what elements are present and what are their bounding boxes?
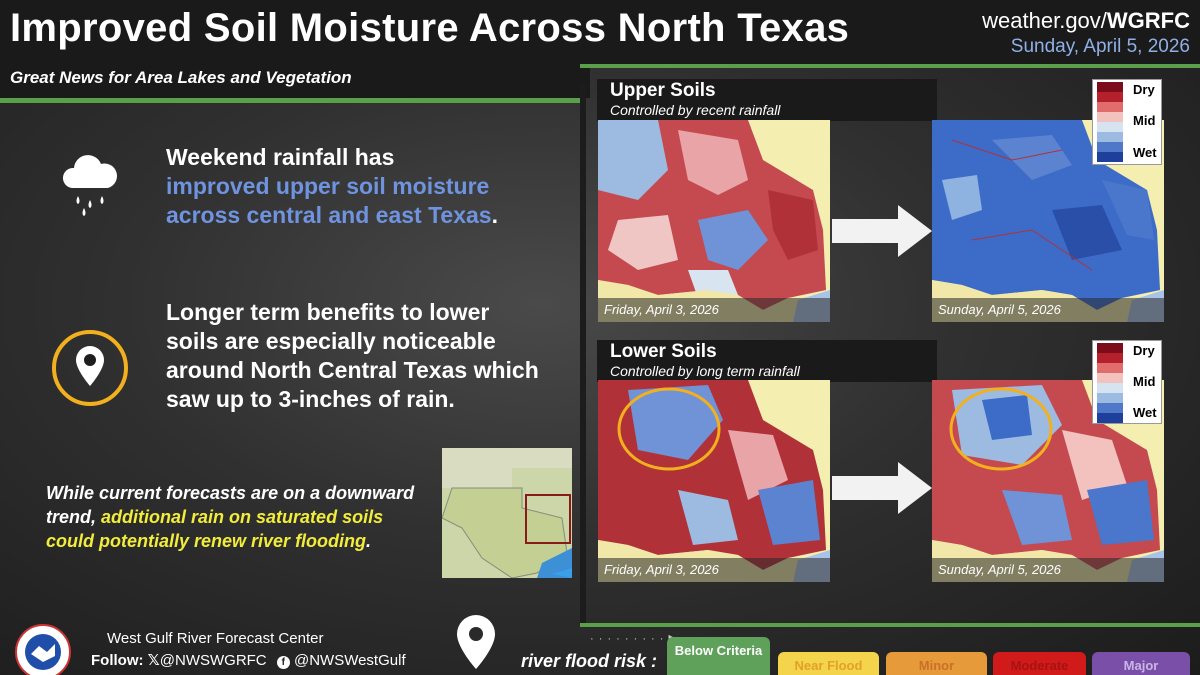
legend-swatch bbox=[1097, 152, 1123, 162]
legend-swatch bbox=[1097, 363, 1123, 373]
arrow-dots: · · · · · · · · · ▶ bbox=[590, 633, 678, 645]
legend-swatch bbox=[1097, 403, 1123, 413]
upper-arrow-icon bbox=[832, 205, 932, 257]
facebook-icon: f bbox=[276, 656, 290, 669]
legend-swatch bbox=[1097, 343, 1123, 353]
lower-panel-title: Lower Soils bbox=[610, 341, 717, 362]
legend-mid: Mid bbox=[1133, 113, 1156, 128]
panel-gutter bbox=[580, 84, 586, 623]
follow-line: Follow: 𝕏@NWSWGRFC f @NWSWestGulf bbox=[91, 651, 406, 669]
location-pin-icon bbox=[457, 615, 495, 669]
nws-logo bbox=[15, 624, 71, 675]
legend-swatch bbox=[1097, 353, 1123, 363]
site-prefix: weather.gov/ bbox=[982, 8, 1107, 33]
lower-arrow-icon bbox=[832, 462, 932, 514]
highlight-circle bbox=[949, 387, 1053, 471]
header-bar bbox=[0, 0, 1200, 64]
footer-divider bbox=[580, 623, 1200, 627]
upper-map-after-date: Sunday, April 5, 2026 bbox=[932, 298, 1164, 322]
rain-cloud-icon bbox=[62, 155, 117, 216]
lower-map-after-date: Sunday, April 5, 2026 bbox=[932, 558, 1164, 582]
site-office: WGRFC bbox=[1106, 8, 1190, 33]
follow-label: Follow: bbox=[91, 652, 144, 669]
issue-date: Sunday, April 5, 2026 bbox=[1010, 36, 1190, 57]
risk-caption: river flood risk : bbox=[521, 651, 658, 671]
location-pin-icon bbox=[52, 330, 128, 406]
legend-mid: Mid bbox=[1133, 374, 1156, 389]
x-logo-icon: 𝕏 bbox=[147, 652, 160, 669]
legend-wet: Wet bbox=[1133, 145, 1157, 160]
risk-major: Major bbox=[1092, 652, 1190, 675]
site-link[interactable]: weather.gov/WGRFC bbox=[982, 8, 1190, 34]
legend-swatch bbox=[1097, 102, 1123, 112]
legend-swatch bbox=[1097, 132, 1123, 142]
highlight-circle bbox=[617, 387, 721, 471]
locator-map bbox=[442, 448, 572, 578]
subtitle: Great News for Area Lakes and Vegetation bbox=[10, 68, 352, 87]
lower-soil-bullet: Longer term benefits to lower soils are … bbox=[166, 299, 539, 412]
risk-below-criteria: Below Criteria bbox=[667, 637, 770, 675]
risk-minor: Minor bbox=[886, 652, 987, 675]
rain-bullet: Weekend rainfall has improved upper soil… bbox=[166, 143, 566, 230]
flood-note: While current forecasts are on a downwar… bbox=[46, 481, 426, 553]
page-title: Improved Soil Moisture Across North Texa… bbox=[10, 6, 850, 50]
rain-bullet-lead: Weekend rainfall has bbox=[166, 144, 395, 170]
flood-note-prefix: While current forecasts are on a downwar… bbox=[46, 483, 415, 527]
upper-panel-header bbox=[597, 79, 937, 121]
legend-swatch bbox=[1097, 92, 1123, 102]
legend-swatch bbox=[1097, 393, 1123, 403]
lower-map-before-date: Friday, April 3, 2026 bbox=[598, 558, 830, 582]
legend-swatch bbox=[1097, 413, 1123, 423]
x-handle[interactable]: @NWSWGRFC bbox=[159, 652, 267, 669]
legend-swatch bbox=[1097, 383, 1123, 393]
flood-note-highlight: additional rain on saturated soils could… bbox=[46, 507, 384, 551]
risk-near-flood: Near Flood bbox=[778, 652, 879, 675]
upper-legend: Dry Mid Wet bbox=[1092, 79, 1162, 165]
legend-swatch bbox=[1097, 373, 1123, 383]
legend-wet: Wet bbox=[1133, 405, 1157, 420]
legend-swatch bbox=[1097, 122, 1123, 132]
upper-map-before: Friday, April 3, 2026 bbox=[598, 120, 830, 322]
lower-panel-header bbox=[597, 340, 937, 382]
legend-swatch bbox=[1097, 112, 1123, 122]
legend-dry: Dry bbox=[1133, 82, 1155, 97]
flood-note-end: . bbox=[366, 531, 372, 551]
legend-swatch bbox=[1097, 142, 1123, 152]
rain-bullet-highlight: improved upper soil moisture across cent… bbox=[166, 173, 492, 228]
divider-left bbox=[0, 98, 580, 103]
lower-legend: Dry Mid Wet bbox=[1092, 340, 1162, 424]
upper-panel-subtitle: Controlled by recent rainfall bbox=[610, 102, 781, 118]
center-name: West Gulf River Forecast Center bbox=[107, 630, 324, 647]
lower-map-before: Friday, April 3, 2026 bbox=[598, 380, 830, 582]
upper-map-before-date: Friday, April 3, 2026 bbox=[598, 298, 830, 322]
lower-panel-subtitle: Controlled by long term rainfall bbox=[610, 363, 800, 379]
legend-dry: Dry bbox=[1133, 343, 1155, 358]
rain-bullet-end: . bbox=[491, 202, 498, 228]
divider-right bbox=[580, 64, 1200, 68]
legend-swatch bbox=[1097, 82, 1123, 92]
upper-panel-title: Upper Soils bbox=[610, 80, 716, 101]
subtitle-bar bbox=[0, 62, 590, 98]
risk-moderate: Moderate bbox=[993, 652, 1086, 675]
fb-handle[interactable]: @NWSWestGulf bbox=[293, 652, 406, 669]
